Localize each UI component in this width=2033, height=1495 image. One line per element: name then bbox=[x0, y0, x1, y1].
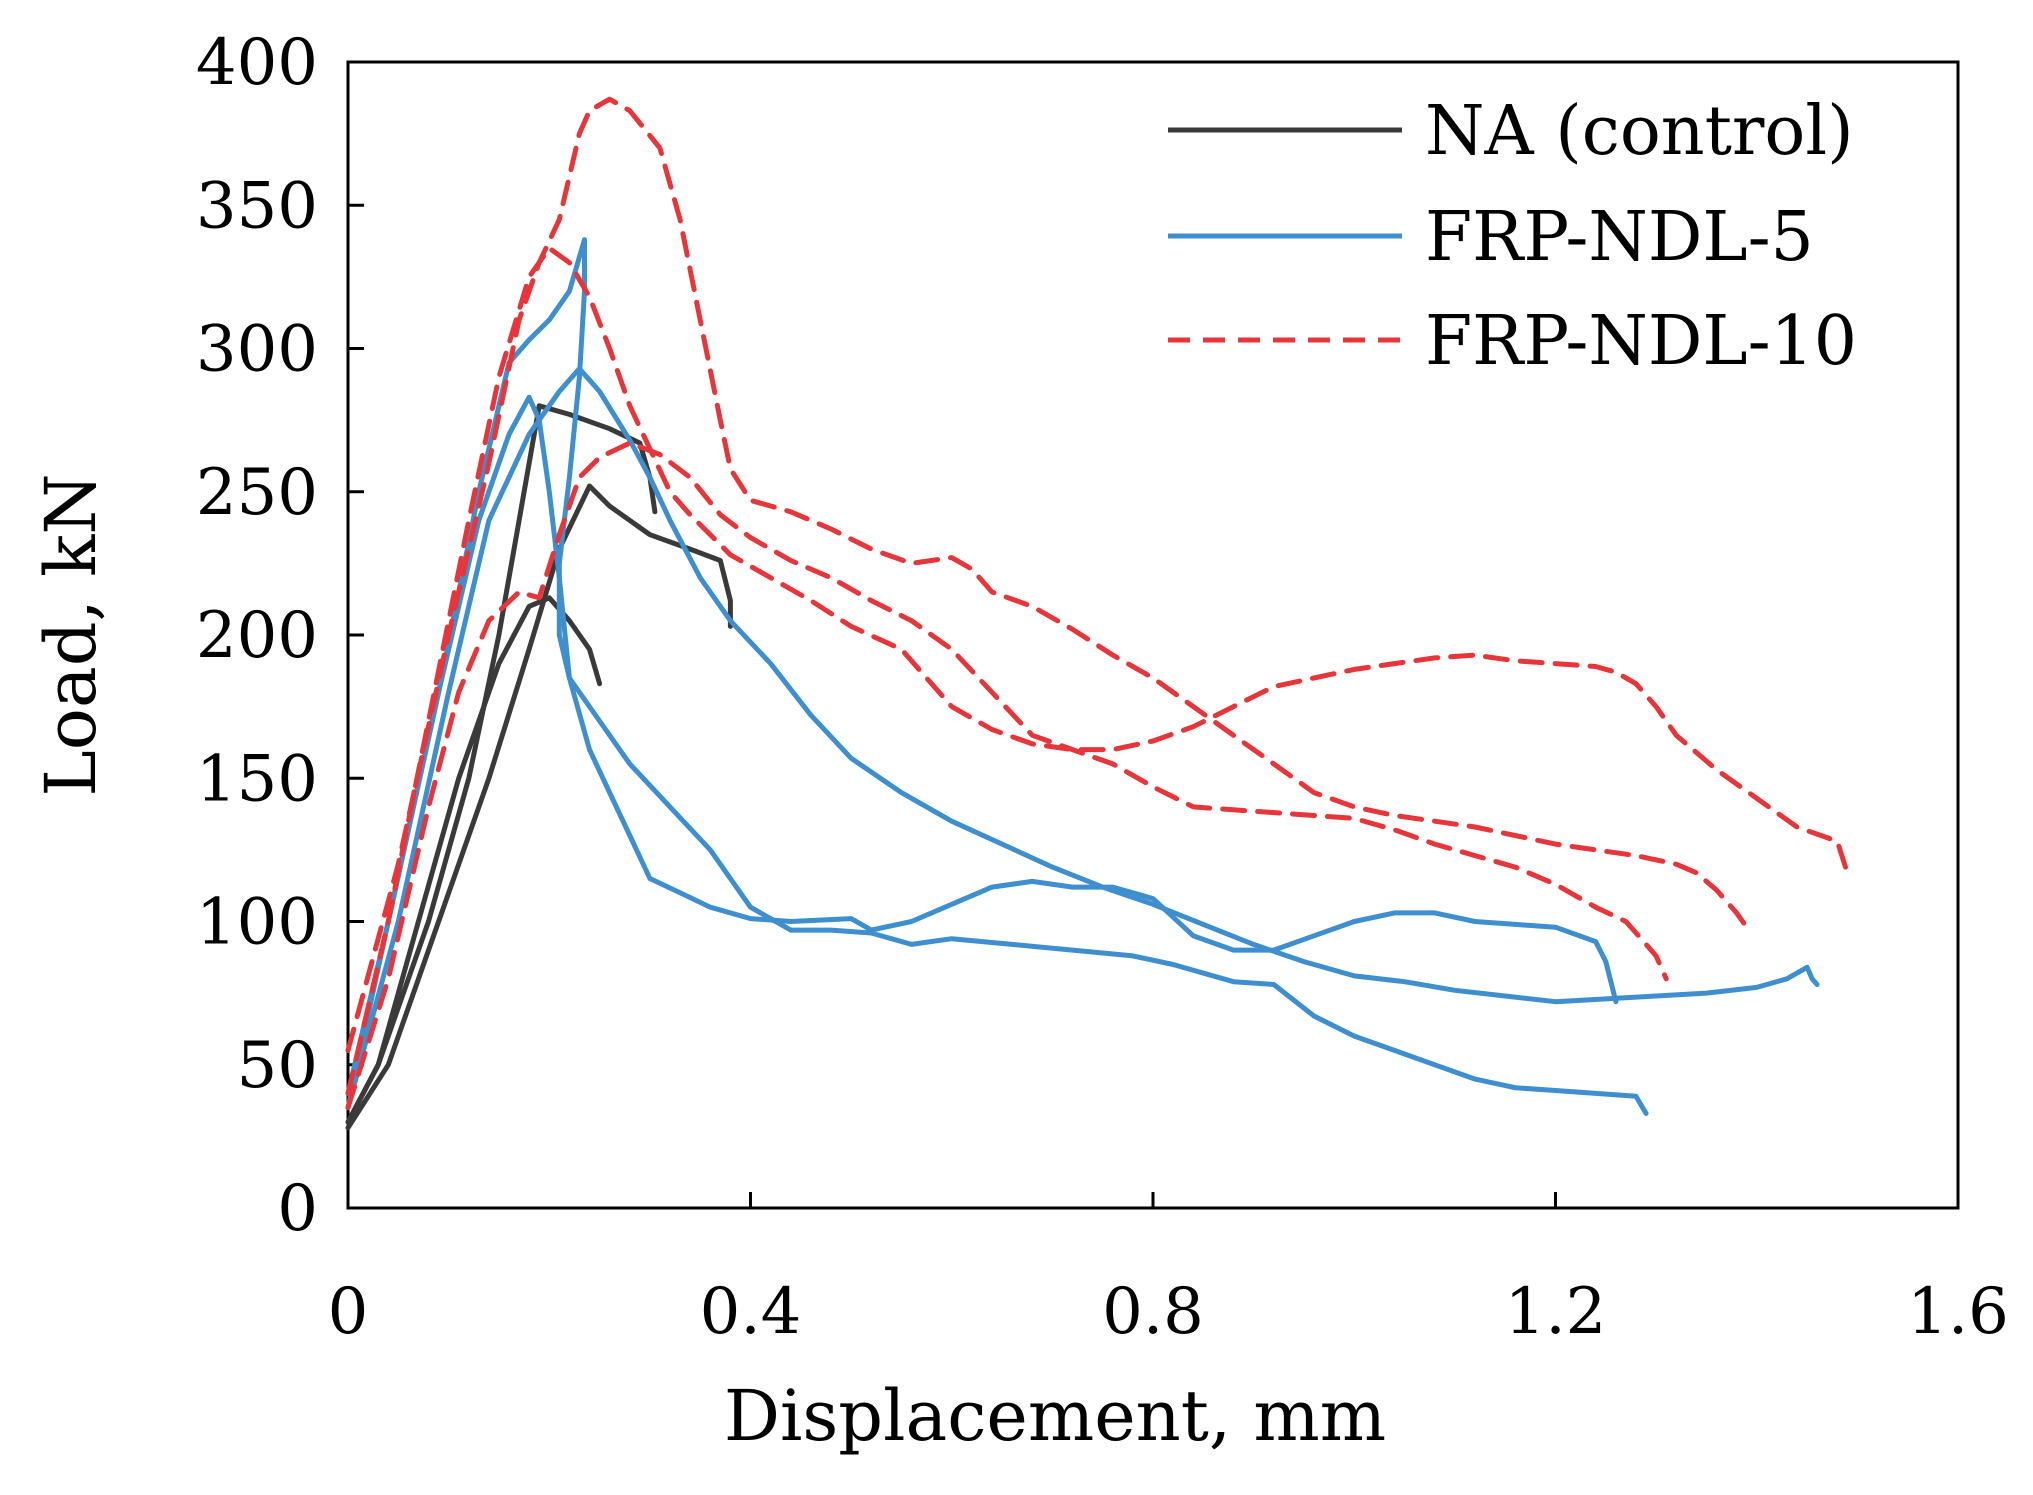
x-tick-label: 0.4 bbox=[700, 1275, 802, 1349]
x-tick-label: 1.6 bbox=[1907, 1275, 2009, 1349]
series-line-frp-ndl-10-8 bbox=[345, 245, 1850, 1096]
legend-label-frp-ndl-5: FRP-NDL-5 bbox=[1425, 198, 1814, 277]
x-axis-title: Displacement, mm bbox=[724, 1375, 1386, 1457]
x-tick-label: 0.8 bbox=[1102, 1275, 1204, 1349]
legend-label-na-control: NA (control) bbox=[1425, 92, 1854, 171]
y-tick-label: 150 bbox=[196, 742, 318, 816]
x-tick-label: 0 bbox=[328, 1275, 369, 1349]
y-tick-label: 0 bbox=[277, 1172, 318, 1246]
legend-label-frp-ndl-10: FRP-NDL-10 bbox=[1425, 302, 1857, 381]
series-line-frp-ndl-5-4 bbox=[345, 237, 1649, 1116]
series-line-frp-ndl-10-9 bbox=[345, 440, 1669, 1111]
x-axis-ticks: 0 0.4 0.8 1.2 1.6 bbox=[328, 1192, 2009, 1349]
series-line-frp-ndl-5-5 bbox=[345, 394, 1619, 1096]
y-tick-label: 100 bbox=[196, 886, 318, 960]
y-tick-label: 300 bbox=[196, 313, 318, 387]
y-tick-label: 400 bbox=[196, 26, 318, 100]
x-tick-label: 1.2 bbox=[1505, 1275, 1607, 1349]
y-tick-label: 200 bbox=[196, 599, 318, 673]
y-axis-ticks: 0 50 100 150 200 250 300 350 400 bbox=[196, 26, 364, 1246]
y-tick-label: 350 bbox=[196, 169, 318, 243]
data-series bbox=[345, 96, 1850, 1131]
series-line-frp-ndl-5-6 bbox=[345, 366, 1820, 1111]
series-line-na-control-2 bbox=[345, 483, 733, 1131]
y-tick-label: 50 bbox=[237, 1029, 318, 1103]
legend: NA (control) FRP-NDL-5 FRP-NDL-10 bbox=[1168, 92, 1857, 381]
series-line-frp-ndl-10-7 bbox=[345, 96, 1750, 1053]
y-tick-label: 250 bbox=[196, 456, 318, 530]
y-axis-title: Load, kN bbox=[30, 473, 112, 796]
series-line-na-control-3 bbox=[345, 595, 603, 1125]
